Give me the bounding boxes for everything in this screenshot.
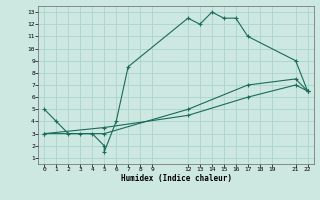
X-axis label: Humidex (Indice chaleur): Humidex (Indice chaleur) xyxy=(121,174,231,183)
